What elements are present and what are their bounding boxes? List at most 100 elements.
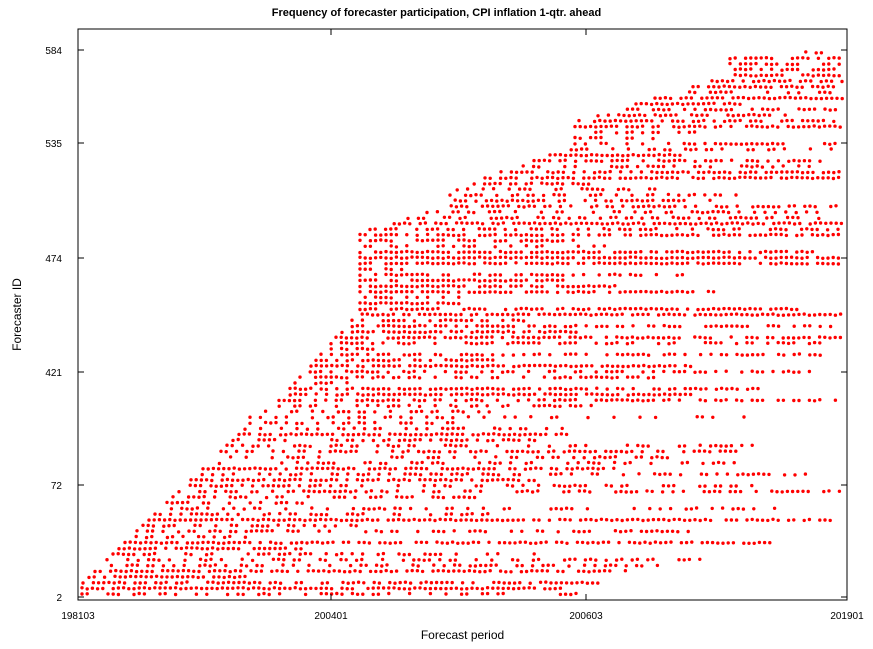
data-point xyxy=(362,507,366,511)
data-point xyxy=(342,570,347,574)
data-point xyxy=(129,569,134,573)
data-point xyxy=(593,449,598,454)
data-point xyxy=(728,171,732,175)
data-point xyxy=(748,175,752,180)
data-point xyxy=(790,62,795,67)
data-point xyxy=(319,591,323,596)
data-point xyxy=(640,216,644,220)
data-point xyxy=(187,529,191,533)
data-point xyxy=(408,581,413,585)
data-point xyxy=(381,319,385,323)
data-point xyxy=(423,552,427,556)
data-point xyxy=(275,495,279,499)
data-point xyxy=(112,581,116,585)
data-point xyxy=(519,239,523,243)
data-point xyxy=(446,261,451,266)
data-point xyxy=(656,313,661,317)
data-point xyxy=(152,558,156,562)
data-point xyxy=(692,449,696,453)
data-point xyxy=(387,359,391,363)
data-point xyxy=(717,85,721,89)
data-point xyxy=(397,513,402,517)
data-point xyxy=(508,182,513,186)
data-point xyxy=(509,278,513,282)
data-point xyxy=(479,193,483,197)
data-point xyxy=(553,330,557,334)
data-point xyxy=(448,484,452,488)
data-point xyxy=(792,222,797,226)
data-point xyxy=(490,335,494,339)
data-point xyxy=(524,569,529,574)
data-point xyxy=(221,507,226,511)
data-point xyxy=(457,295,461,299)
data-point xyxy=(405,307,409,312)
data-point xyxy=(625,158,630,162)
data-point xyxy=(389,261,393,266)
data-point xyxy=(617,540,621,545)
data-point xyxy=(592,284,596,289)
data-point xyxy=(386,323,391,328)
data-point xyxy=(417,312,422,316)
data-point xyxy=(420,460,424,465)
data-point xyxy=(836,232,841,237)
data-point xyxy=(686,529,690,534)
data-point xyxy=(462,238,466,242)
data-point xyxy=(750,107,754,111)
data-point xyxy=(487,210,492,214)
data-point xyxy=(407,552,412,557)
data-point xyxy=(475,358,479,362)
data-point xyxy=(571,273,575,277)
data-point xyxy=(566,284,570,289)
data-point xyxy=(153,512,157,516)
data-point xyxy=(838,335,843,340)
data-point xyxy=(436,495,440,499)
data-point xyxy=(194,512,199,516)
data-point xyxy=(553,221,558,225)
data-point xyxy=(575,466,580,470)
data-point xyxy=(501,324,505,329)
data-point xyxy=(567,564,571,568)
data-point xyxy=(525,170,529,174)
data-point xyxy=(764,56,769,60)
data-point xyxy=(630,335,635,339)
data-point xyxy=(745,335,749,340)
data-point xyxy=(457,302,461,306)
data-point xyxy=(487,410,491,414)
data-point xyxy=(491,586,495,590)
data-point xyxy=(387,472,392,476)
data-point xyxy=(367,467,372,471)
y-tick-label: 474 xyxy=(45,254,62,265)
data-point xyxy=(659,256,664,260)
data-point xyxy=(740,353,744,357)
data-point xyxy=(339,398,344,402)
data-point xyxy=(370,370,375,374)
data-point xyxy=(719,324,724,329)
data-point xyxy=(286,529,290,533)
data-point xyxy=(217,461,222,466)
data-point xyxy=(373,290,378,294)
data-point xyxy=(718,484,723,488)
data-point xyxy=(149,575,154,579)
data-point xyxy=(754,489,758,494)
data-point xyxy=(636,375,640,379)
data-point xyxy=(828,108,832,112)
data-point xyxy=(275,569,279,573)
data-point xyxy=(529,250,534,255)
data-point xyxy=(517,438,521,442)
data-point xyxy=(781,313,786,317)
data-point xyxy=(670,307,674,311)
data-point xyxy=(814,51,818,55)
data-point xyxy=(733,489,738,494)
data-point xyxy=(601,540,606,544)
data-point xyxy=(762,113,767,117)
data-point xyxy=(756,386,760,391)
data-point xyxy=(543,204,547,209)
data-point xyxy=(422,483,426,488)
x-tick-label: 200603 xyxy=(569,611,603,622)
data-point xyxy=(509,455,514,459)
data-point xyxy=(667,159,671,163)
data-point xyxy=(631,353,635,357)
data-point xyxy=(416,216,421,220)
data-point xyxy=(757,96,761,100)
data-point xyxy=(279,541,283,545)
